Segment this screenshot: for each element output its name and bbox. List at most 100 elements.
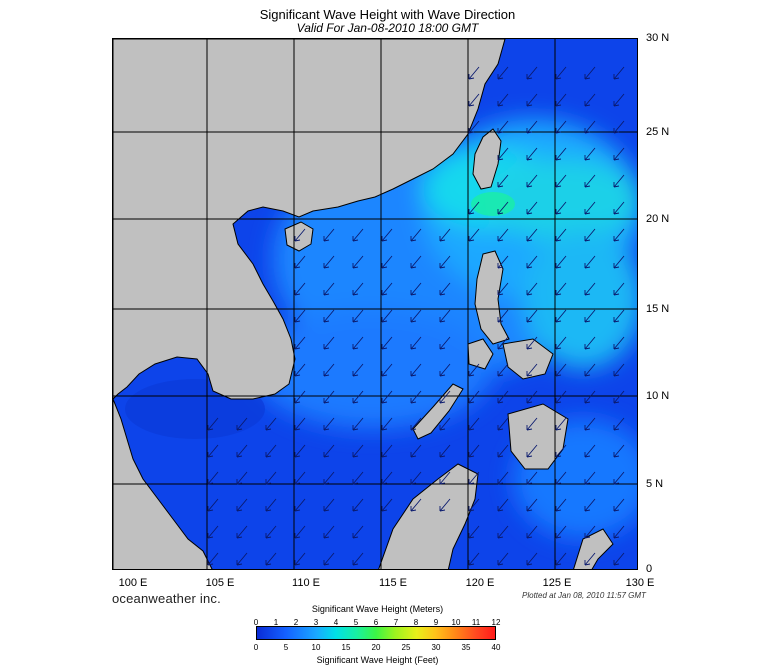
wave-arrow: [207, 498, 219, 512]
lat-label-15n: 15 N: [646, 303, 670, 315]
wave-arrow: [352, 444, 364, 458]
wave-arrow: [584, 444, 596, 458]
wave-arrow: [410, 390, 422, 404]
wave-arrow: [381, 498, 393, 512]
colorbar-meter-tick: 10: [451, 618, 461, 627]
wave-arrow: [613, 309, 625, 323]
wave-arrow: [468, 552, 480, 566]
wave-map[interactable]: [112, 38, 638, 570]
wave-arrow: [497, 552, 509, 566]
wave-arrow: [410, 471, 422, 485]
wave-peak-area: [471, 192, 515, 216]
wave-arrow: [555, 417, 567, 431]
wave-arrow: [468, 417, 480, 431]
wave-arrow: [294, 444, 306, 458]
wave-arrow: [497, 525, 509, 539]
wave-arrow: [526, 390, 538, 404]
wave-arrow: [584, 93, 596, 107]
wave-arrow: [613, 336, 625, 350]
colorbar-feet-tick: 30: [431, 643, 441, 652]
wave-arrow: [352, 228, 364, 242]
wave-arrow: [236, 444, 248, 458]
colorbar-feet-tick: 0: [253, 643, 259, 652]
wave-arrow: [207, 417, 219, 431]
wave-arrow: [497, 255, 509, 269]
wave-arrow: [613, 390, 625, 404]
wave-arrow: [584, 498, 596, 512]
lon-label-120e: 120 E: [465, 577, 495, 589]
wave-arrow: [381, 471, 393, 485]
wave-arrow: [584, 363, 596, 377]
wave-arrow: [410, 255, 422, 269]
wave-arrow: [468, 120, 480, 134]
brand-logo: oceanweather inc.: [112, 591, 221, 606]
wave-arrow: [584, 471, 596, 485]
wave-arrow: [468, 66, 480, 80]
wave-arrow: [352, 417, 364, 431]
wave-arrow: [265, 471, 277, 485]
wave-arrow: [410, 282, 422, 296]
wave-arrow: [497, 228, 509, 242]
wave-arrow: [555, 471, 567, 485]
wave-arrow: [439, 390, 451, 404]
colorbar-meter-tick: 11: [471, 618, 481, 627]
wave-arrow: [555, 390, 567, 404]
wave-arrow: [555, 174, 567, 188]
wave-arrow: [439, 282, 451, 296]
lat-label-10n: 10 N: [646, 390, 670, 402]
wave-arrow: [410, 498, 422, 512]
wave-arrow: [526, 525, 538, 539]
wave-arrow: [468, 93, 480, 107]
wave-arrow: [468, 471, 480, 485]
wave-arrow: [207, 471, 219, 485]
wave-arrow: [526, 471, 538, 485]
wave-arrow: [613, 255, 625, 269]
lon-label-115e: 115 E: [379, 577, 407, 589]
wave-arrow: [526, 93, 538, 107]
wave-arrow: [526, 228, 538, 242]
wave-arrow: [497, 66, 509, 80]
wave-arrow: [381, 282, 393, 296]
lat-label-30n: 30 N: [646, 32, 670, 44]
wave-arrow: [381, 390, 393, 404]
wave-arrow: [497, 174, 509, 188]
wave-arrow: [584, 390, 596, 404]
wave-arrow: [381, 255, 393, 269]
wave-arrow: [526, 120, 538, 134]
wave-arrow: [497, 93, 509, 107]
wave-arrow: [468, 498, 480, 512]
wave-arrow: [526, 336, 538, 350]
wave-arrow: [207, 525, 219, 539]
wave-arrow: [613, 120, 625, 134]
wave-arrow: [323, 417, 335, 431]
wave-arrow: [526, 309, 538, 323]
wave-arrow: [323, 498, 335, 512]
plotted-timestamp: Plotted at Jan 08, 2010 11:57 GMT: [522, 591, 646, 600]
wave-arrow: [410, 444, 422, 458]
colorbar-meter-tick: 5: [353, 618, 359, 627]
wave-arrow: [323, 363, 335, 377]
colorbar-feet-tick: 5: [283, 643, 289, 652]
wave-arrow: [497, 120, 509, 134]
colorbar-feet-tick: 15: [341, 643, 351, 652]
wave-arrow: [410, 363, 422, 377]
wave-arrow: [613, 93, 625, 107]
wave-arrow: [352, 363, 364, 377]
wave-arrow: [265, 417, 277, 431]
wave-arrow: [497, 336, 509, 350]
colorbar-meter-tick: 4: [333, 618, 339, 627]
wave-arrow: [265, 444, 277, 458]
wave-arrow: [265, 498, 277, 512]
wave-arrow: [613, 174, 625, 188]
wave-arrow: [265, 552, 277, 566]
wave-arrow: [497, 147, 509, 161]
wave-arrow: [381, 336, 393, 350]
wave-arrow: [584, 255, 596, 269]
wave-arrow: [526, 66, 538, 80]
wave-arrow: [439, 363, 451, 377]
wave-arrow: [410, 309, 422, 323]
lat-label-20n: 20 N: [646, 213, 670, 225]
wave-arrow: [323, 309, 335, 323]
wave-arrow: [381, 363, 393, 377]
wave-arrow: [555, 282, 567, 296]
